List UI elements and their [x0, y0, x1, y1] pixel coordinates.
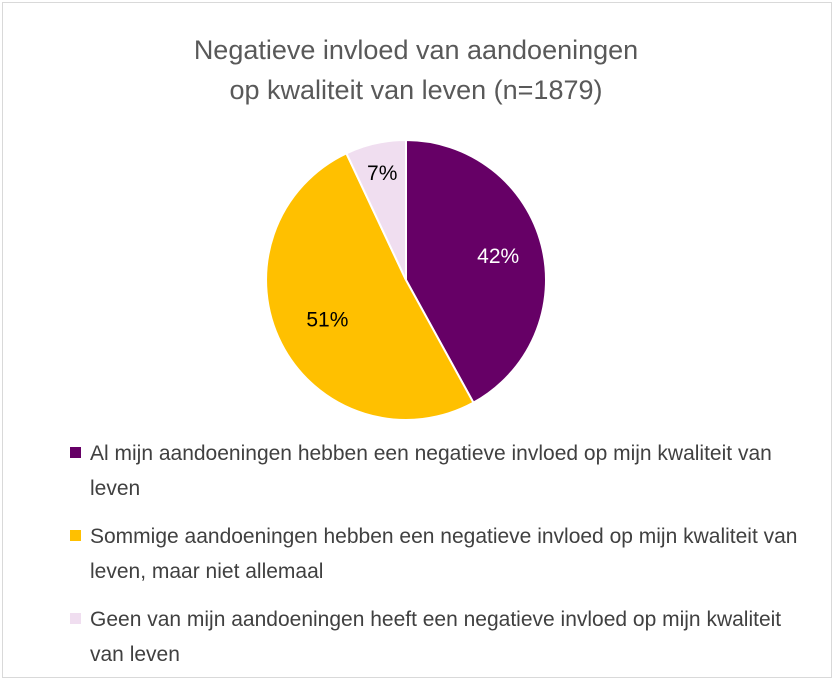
- legend-label-none: Geen van mijn aandoeningen heeft een neg…: [90, 608, 782, 666]
- pie-slice-all: [405, 138, 547, 405]
- chart-title-line-2: op kwaliteit van leven (n=1879): [229, 75, 603, 105]
- legend-label-all: Al mijn aandoeningen hebben een negatiev…: [90, 442, 772, 500]
- legend: Al mijn aandoeningen hebben een negatiev…: [70, 436, 810, 685]
- data-label-none: 7%: [367, 162, 397, 185]
- legend-item-all: Al mijn aandoeningen hebben een negatiev…: [70, 436, 810, 506]
- pie-slice-some: [265, 151, 475, 421]
- chart-title: Negatieve invloed van aandoeningen op kw…: [0, 30, 832, 110]
- legend-item-none: Geen van mijn aandoeningen heeft een neg…: [70, 602, 810, 672]
- legend-swatch-all: [70, 447, 81, 458]
- data-label-all: 42%: [477, 245, 519, 268]
- pie-slice-none: [345, 138, 407, 281]
- legend-label-some: Sommige aandoeningen hebben een negatiev…: [90, 525, 798, 583]
- data-label-some: 51%: [306, 309, 348, 332]
- legend-item-some: Sommige aandoeningen hebben een negatiev…: [70, 519, 810, 589]
- chart-title-line-1: Negatieve invloed van aandoeningen: [193, 35, 639, 65]
- legend-swatch-some: [70, 530, 81, 541]
- legend-swatch-none: [70, 613, 81, 624]
